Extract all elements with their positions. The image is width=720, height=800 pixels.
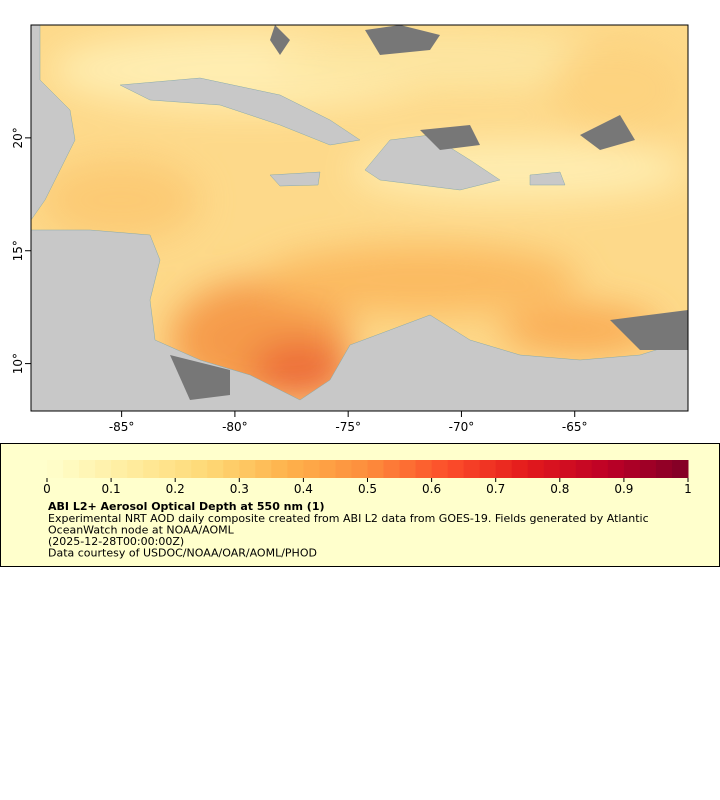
colorbar-tick-label: 0.3 <box>230 482 249 496</box>
colorbar-segment <box>559 460 577 478</box>
colorbar-segment <box>63 460 80 478</box>
colorbar-segment <box>207 460 224 478</box>
colorbar-tick-label: 0.9 <box>614 482 633 496</box>
colorbar-segment <box>383 460 401 478</box>
legend-line: Experimental NRT AOD daily composite cre… <box>48 512 649 525</box>
colorbar-tick-label: 0.8 <box>550 482 569 496</box>
colorbar-tick-label: 0.4 <box>294 482 313 496</box>
colorbar-tick-label: 0.6 <box>422 482 441 496</box>
x-tick-label: -85° <box>109 420 135 434</box>
x-tick-label: -80° <box>222 420 248 434</box>
colorbar-segment <box>367 460 385 478</box>
map-axes: -85° -80° -75° -70° -65° 10° 15° 20° <box>11 127 588 434</box>
colorbar-segment <box>271 460 288 478</box>
y-tick-label: 15° <box>11 240 25 261</box>
colorbar-segment <box>463 460 481 478</box>
y-tick-label: 20° <box>11 127 25 148</box>
colorbar-segment <box>543 460 561 478</box>
colorbar-segment <box>287 460 304 478</box>
colorbar-tick-label: 0.2 <box>166 482 185 496</box>
y-tick-label: 10° <box>11 353 25 374</box>
colorbar-segment <box>175 460 192 478</box>
colorbar-segment <box>511 460 529 478</box>
colorbar-segment <box>655 460 673 478</box>
x-tick-label: -70° <box>449 420 475 434</box>
colorbar-tick-label: 1 <box>684 482 692 496</box>
colorbar-segment <box>623 460 641 478</box>
colorbar-tick-label: 0.5 <box>358 482 377 496</box>
colorbar-segment <box>447 460 465 478</box>
colorbar-tick-label: 0 <box>43 482 51 496</box>
colorbar-segment <box>79 460 96 478</box>
colorbar-segment <box>399 460 417 478</box>
legend-lines: Experimental NRT AOD daily composite cre… <box>48 512 649 560</box>
colorbar-segment <box>479 460 497 478</box>
legend-title: ABI L2+ Aerosol Optical Depth at 550 nm … <box>48 500 325 513</box>
colorbar-segment <box>351 460 368 478</box>
colorbar-segment <box>143 460 160 478</box>
colorbar-segment <box>191 460 208 478</box>
colorbar-segment <box>607 460 625 478</box>
map-frame <box>30 24 689 412</box>
colorbar-segment <box>239 460 256 478</box>
colorbar-segment <box>303 460 320 478</box>
colorbar-segment <box>639 460 657 478</box>
legend-line: Data courtesy of USDOC/NOAA/OAR/AOML/PHO… <box>48 547 317 560</box>
colorbar-segment <box>335 460 352 478</box>
colorbar-tick-label: 0.1 <box>102 482 121 496</box>
legend-line: OceanWatch node at NOAA/AOML <box>48 524 235 537</box>
colorbar-segment <box>495 460 513 478</box>
colorbar-segment <box>127 460 144 478</box>
colorbar-segment <box>575 460 593 478</box>
map-image <box>31 25 688 411</box>
colorbar-segment <box>671 460 689 478</box>
colorbar-segment <box>95 460 112 478</box>
colorbar-segment <box>415 460 433 478</box>
colorbar-segment <box>319 460 336 478</box>
x-tick-label: -65° <box>562 420 588 434</box>
colorbar-segment <box>255 460 272 478</box>
legend-line: (2025-12-28T00:00:00Z) <box>48 535 184 548</box>
colorbar-segment <box>111 460 128 478</box>
colorbar-segment <box>591 460 609 478</box>
colorbar-segment <box>223 460 240 478</box>
colorbar-segment <box>527 460 545 478</box>
colorbar: 0 0.1 0.2 0.3 0.4 0.5 0.6 0.7 0.8 0.9 1 <box>43 460 692 496</box>
colorbar-segment <box>159 460 176 478</box>
colorbar-tick-label: 0.7 <box>486 482 505 496</box>
colorbar-segment <box>47 460 64 478</box>
colorbar-segment <box>431 460 449 478</box>
x-tick-label: -75° <box>335 420 361 434</box>
